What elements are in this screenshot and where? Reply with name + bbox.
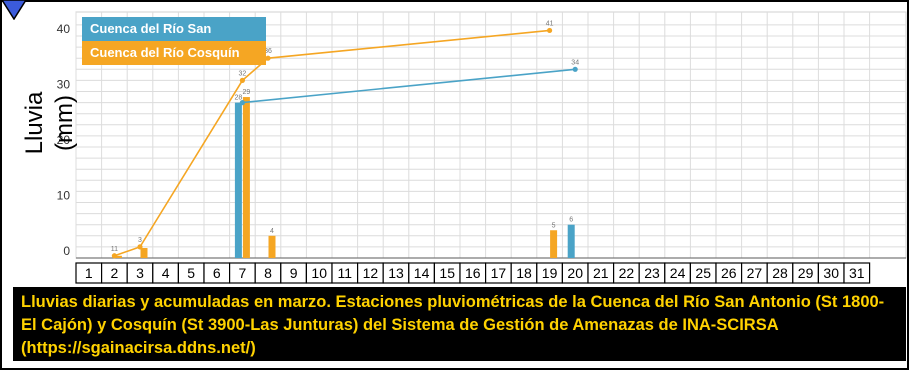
- chart-legend: Cuenca del Río San Cuenca del Río Cosquí…: [82, 17, 266, 65]
- x-tick-label: 25: [695, 265, 711, 281]
- y-tick-label: 30: [57, 78, 71, 92]
- x-tick-label: 3: [136, 265, 144, 281]
- x-tick-label: 29: [798, 265, 814, 281]
- cumulative-value-label: 32: [239, 70, 247, 77]
- x-tick-label: 8: [264, 265, 272, 281]
- x-tick-label: 22: [619, 265, 635, 281]
- x-tick-label: 11: [338, 265, 353, 281]
- x-tick-label: 6: [213, 265, 221, 281]
- cumulative-line-san: [242, 68, 576, 104]
- x-tick-label: 4: [162, 265, 170, 281]
- x-tick-label: 23: [644, 265, 660, 281]
- x-tick-label: 28: [772, 265, 788, 281]
- cumulative-point: [239, 77, 245, 83]
- bar-cosquin: [242, 97, 250, 258]
- x-tick-label: 19: [542, 265, 558, 281]
- x-tick-label: 18: [516, 265, 532, 281]
- x-tick-label: 15: [439, 265, 455, 281]
- bar-cosquin: [550, 230, 558, 258]
- corner-marker-icon: [1, 0, 27, 20]
- figure-caption: Lluvias diarias y acumuladas en marzo. E…: [13, 287, 906, 361]
- y-tick-label: 20: [57, 133, 71, 147]
- x-tick-label: 21: [593, 265, 609, 281]
- y-tick-label: 10: [57, 189, 71, 203]
- x-tick-label: 31: [849, 265, 865, 281]
- x-tick-label: 12: [363, 265, 379, 281]
- x-tick-label: 5: [187, 265, 195, 281]
- x-tick-label: 14: [414, 265, 430, 281]
- x-tick-label: 26: [721, 265, 737, 281]
- legend-item-cosquin: Cuenca del Río Cosquín: [82, 41, 266, 65]
- x-tick-label: 9: [290, 265, 298, 281]
- x-tick-label: 2: [111, 265, 119, 281]
- bar-value-label: 5: [552, 222, 556, 229]
- bar-san: [234, 102, 242, 258]
- bar-cosquin: [114, 255, 122, 258]
- x-tick-label: 17: [491, 265, 507, 281]
- bar-value-label: 4: [270, 228, 274, 235]
- cumulative-point: [137, 244, 143, 250]
- x-tick-label: 10: [311, 265, 327, 281]
- y-axis-label: Lluvia (mm): [21, 91, 78, 155]
- cumulative-value-label: 34: [571, 59, 579, 66]
- cumulative-value-label: 3: [138, 237, 142, 244]
- cumulative-point: [265, 55, 271, 61]
- cumulative-value-label: 41: [546, 20, 554, 27]
- bar-cosquin: [268, 235, 276, 258]
- bar-value-label: 29: [243, 89, 251, 96]
- cumulative-point: [572, 66, 578, 72]
- cumulative-point: [239, 100, 245, 106]
- x-tick-label: 16: [465, 265, 481, 281]
- bar-san: [567, 224, 575, 258]
- cumulative-value-label: 11: [111, 246, 118, 253]
- x-tick-label: 24: [670, 265, 686, 281]
- x-tick-label: 13: [388, 265, 404, 281]
- x-tick-box: [843, 262, 871, 284]
- y-tick-label: 40: [57, 22, 71, 36]
- legend-item-san: Cuenca del Río San: [82, 17, 266, 41]
- x-tick-label: 27: [747, 265, 763, 281]
- cumulative-point: [111, 253, 117, 259]
- bar-value-label: 28: [235, 95, 243, 102]
- cumulative-value-label: 36: [264, 48, 272, 55]
- bar-cosquin: [140, 248, 148, 258]
- x-tick-label: 30: [823, 265, 839, 281]
- x-tick-label: 7: [239, 265, 247, 281]
- bar-value-label: 6: [569, 217, 573, 224]
- x-tick-label: 20: [567, 265, 583, 281]
- y-tick-label: 0: [63, 244, 70, 258]
- x-tick-label: 1: [85, 265, 93, 281]
- cumulative-point: [547, 27, 553, 34]
